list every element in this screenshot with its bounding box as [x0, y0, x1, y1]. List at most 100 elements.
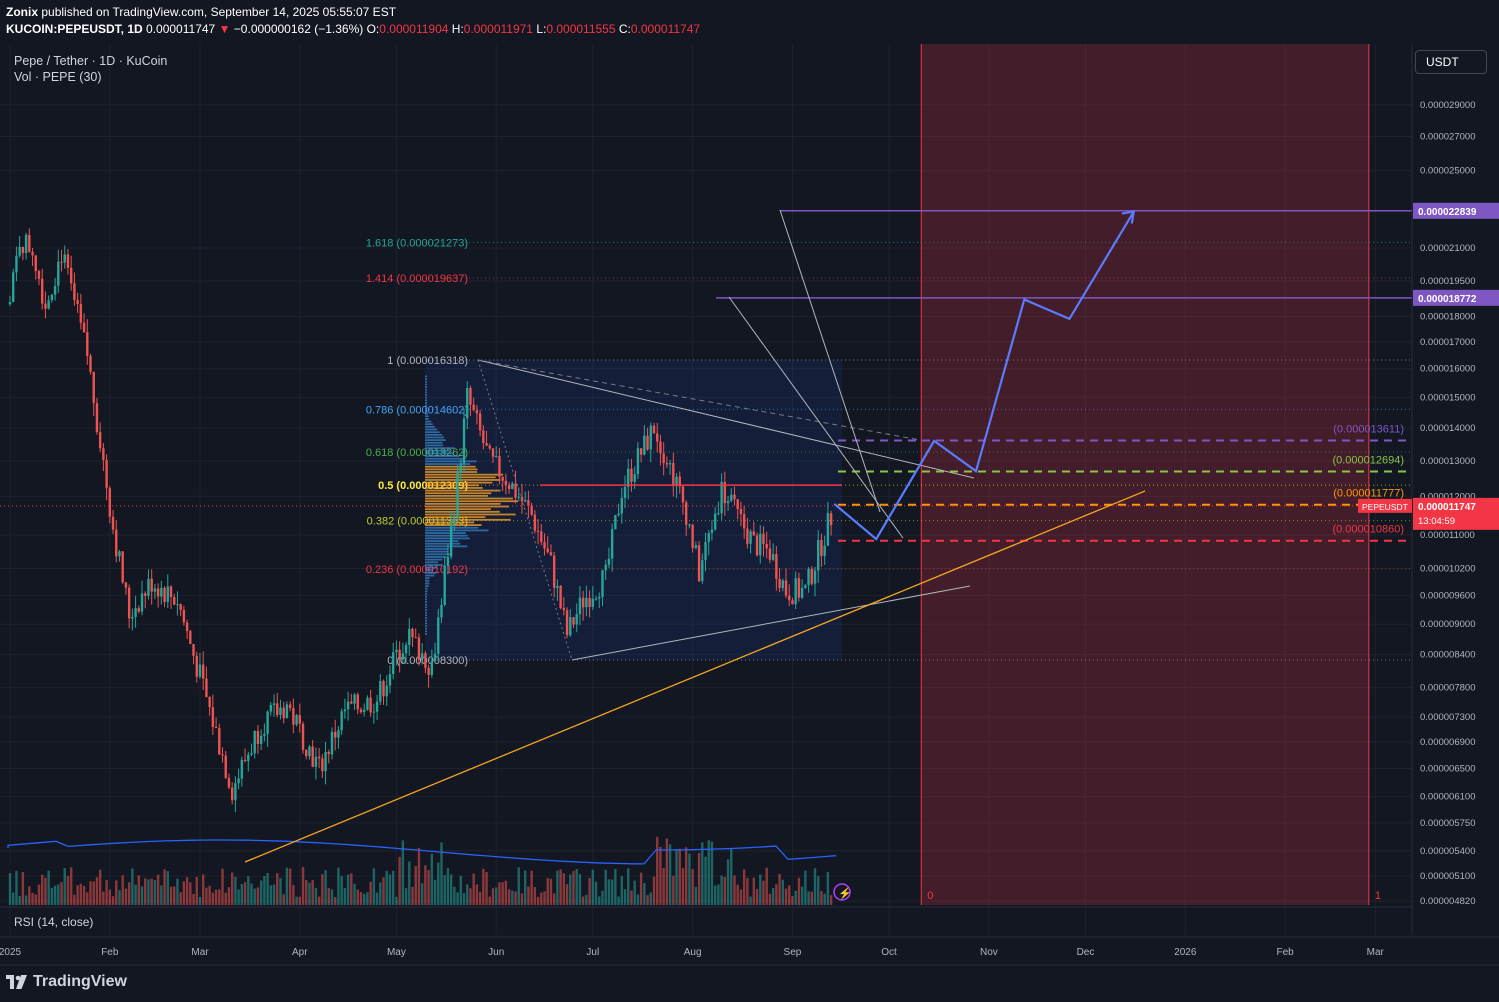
- volume-bar: [404, 888, 408, 905]
- candle: [646, 435, 649, 450]
- candle: [720, 481, 723, 514]
- volume-bar: [659, 846, 662, 905]
- volume-bar: [391, 870, 395, 905]
- candle: [375, 701, 379, 712]
- volume-bar: [243, 882, 247, 905]
- volume-bar: [282, 894, 285, 905]
- volume-bar: [472, 873, 475, 905]
- volume-bar: [572, 871, 575, 905]
- volume-bar: [443, 875, 446, 905]
- volume-bar: [385, 870, 388, 905]
- legend-title[interactable]: Pepe / Tether · 1D · KuCoin: [14, 54, 168, 68]
- candle: [276, 703, 279, 715]
- volume-profile-bar: [425, 465, 476, 468]
- dashed-trend: [477, 359, 921, 441]
- volume-profile-bar: [425, 433, 443, 436]
- volume-bar: [630, 890, 633, 905]
- volume-bar: [140, 886, 144, 905]
- candle: [791, 600, 794, 605]
- volume-bar: [214, 889, 218, 905]
- volume-profile-bar: [425, 550, 448, 553]
- candle: [685, 502, 688, 525]
- candle: [218, 728, 221, 755]
- candle: [337, 730, 340, 738]
- candle: [601, 570, 604, 598]
- candle: [95, 403, 99, 433]
- volume-bar: [462, 892, 466, 905]
- lightning-icon: [833, 883, 851, 901]
- candle: [198, 664, 202, 677]
- candle: [688, 524, 691, 526]
- price-tick-label: 0.000021000: [1420, 243, 1475, 254]
- candle: [771, 554, 775, 560]
- volume-bar: [614, 868, 617, 905]
- candle: [12, 272, 15, 302]
- volume-bar: [707, 840, 710, 905]
- volume-bar: [24, 895, 28, 905]
- candle: [73, 283, 76, 301]
- volume-bar: [449, 874, 453, 905]
- author-name[interactable]: Zonix: [6, 5, 38, 19]
- candle: [559, 585, 562, 608]
- candle: [243, 759, 247, 762]
- volume-profile-bar: [425, 463, 471, 465]
- candle: [279, 707, 282, 715]
- candle: [498, 456, 501, 477]
- candle: [443, 565, 446, 605]
- volume-bar: [237, 889, 240, 905]
- price-tick-label: 0.000018000: [1420, 311, 1475, 322]
- tradingview-logo[interactable]: TradingView: [6, 973, 127, 991]
- volume-profile-bar: [425, 590, 428, 593]
- candle: [98, 432, 102, 449]
- candle: [607, 558, 611, 565]
- volume-bar: [334, 896, 337, 905]
- candle: [179, 604, 182, 610]
- volume-bar: [604, 869, 607, 905]
- range-marker-end: 1: [1375, 890, 1381, 902]
- price-tick-label: 0.000029000: [1420, 100, 1475, 111]
- volume-bar: [292, 885, 295, 905]
- rsi-label[interactable]: RSI (14, close): [14, 915, 94, 929]
- candle: [195, 655, 198, 677]
- candle: [581, 597, 585, 608]
- volume-bar: [562, 873, 566, 905]
- volume-profile-bar: [425, 534, 468, 537]
- volume-bar: [115, 880, 118, 905]
- currency-button[interactable]: USDT: [1415, 50, 1487, 74]
- volume-profile-bar: [425, 614, 427, 617]
- legend-volume[interactable]: Vol · PEPE (30): [14, 70, 102, 84]
- candle: [169, 586, 173, 598]
- volume-bar: [755, 888, 759, 905]
- volume-bar: [765, 867, 768, 905]
- volume-bar: [60, 882, 63, 905]
- triangle-upper-line: [477, 359, 975, 479]
- forecast-zone: [921, 44, 1369, 905]
- time-tick-label: Sep: [784, 947, 802, 958]
- candle: [108, 488, 112, 517]
- volume-profile-bar: [425, 518, 511, 521]
- symbol-name[interactable]: KUCOIN:PEPEUSDT, 1D: [6, 22, 143, 36]
- volume-bar: [739, 889, 743, 905]
- volume-profile-bar: [425, 378, 427, 380]
- volume-bar: [694, 886, 698, 905]
- volume-profile-bar: [425, 537, 470, 540]
- candle: [102, 448, 105, 460]
- volume-profile-bar: [425, 540, 459, 542]
- volume-bar: [41, 874, 44, 905]
- volume-profile-bar: [425, 630, 427, 633]
- candle: [675, 476, 678, 487]
- price-tick-label: 0.000014000: [1420, 423, 1475, 434]
- candle: [517, 496, 520, 498]
- drawings: (0.000013611) (0.000012694) (0.000011777) (…: [0, 209, 1412, 863]
- volume-bar: [723, 876, 727, 905]
- candle: [713, 513, 717, 530]
- candle: [230, 787, 234, 801]
- candle: [321, 758, 324, 772]
- volume-profile-bar: [425, 603, 427, 606]
- candle: [488, 445, 491, 449]
- candle: [462, 418, 466, 464]
- volume-bar: [733, 875, 736, 905]
- volume-bar: [21, 872, 25, 905]
- candle: [543, 541, 546, 549]
